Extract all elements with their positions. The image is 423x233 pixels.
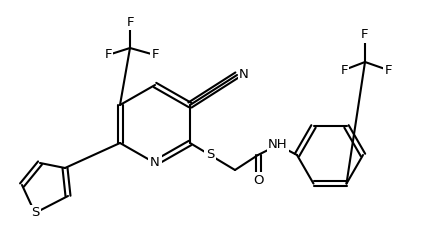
Text: N: N bbox=[150, 157, 160, 169]
Text: F: F bbox=[126, 16, 134, 28]
Text: F: F bbox=[340, 64, 348, 76]
Text: S: S bbox=[31, 206, 39, 219]
Text: O: O bbox=[253, 174, 263, 186]
Text: F: F bbox=[151, 48, 159, 62]
Text: S: S bbox=[206, 148, 214, 161]
Text: N: N bbox=[239, 69, 249, 82]
Text: F: F bbox=[361, 28, 369, 41]
Text: F: F bbox=[384, 64, 392, 76]
Text: NH: NH bbox=[268, 138, 288, 151]
Text: F: F bbox=[104, 48, 112, 62]
